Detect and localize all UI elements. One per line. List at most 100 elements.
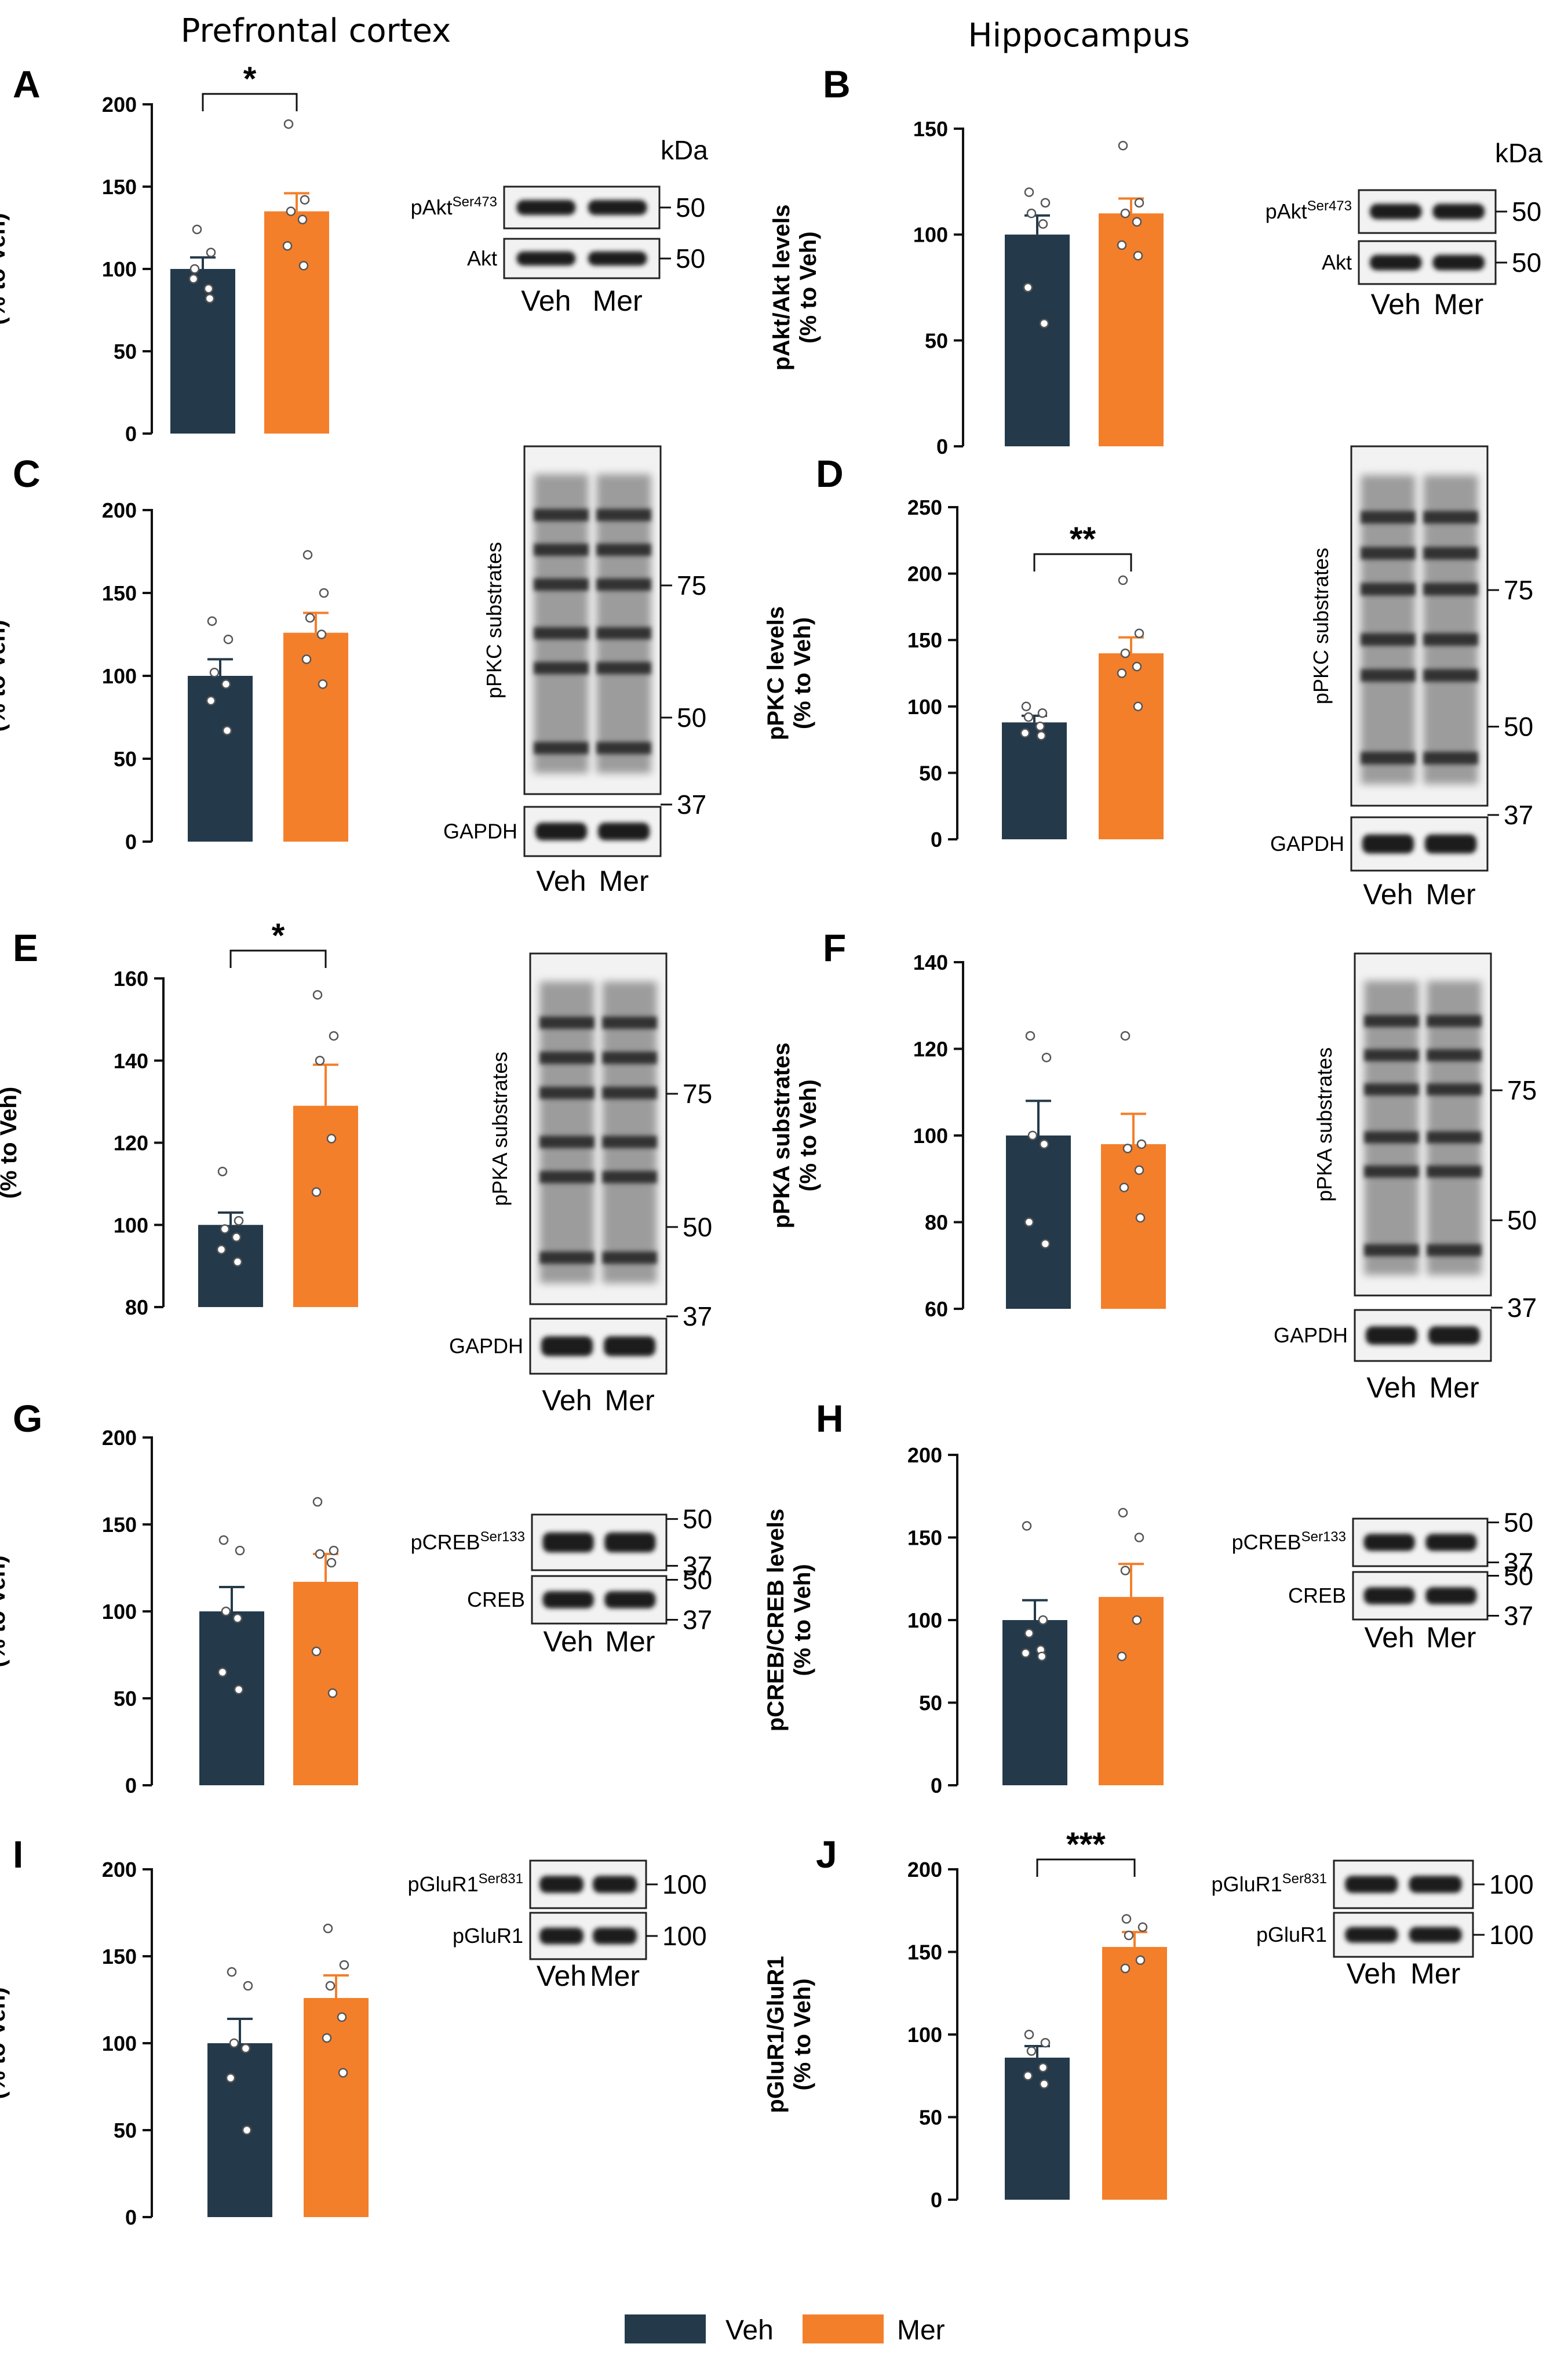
panel-f-point-veh <box>1041 1053 1052 1062</box>
panel-e-point-mer <box>315 1056 325 1065</box>
panel-e-blot-band <box>539 1051 595 1064</box>
panel-j-sig-bracket <box>1036 1858 1136 1877</box>
panel-a-point-veh <box>189 264 200 274</box>
panel-c-blot-marker-label: 50 <box>677 703 706 733</box>
panel-j-ytick-label: 150 <box>907 1941 942 1964</box>
panel-b-blot-marker-label: 50 <box>1512 196 1541 227</box>
panel-a-sig-label: * <box>243 60 257 98</box>
panel-f-blot-label: GAPDH <box>1274 1323 1348 1347</box>
panel-d-blot-band <box>1424 834 1477 854</box>
panel-f-blot-label: pPKA substrates <box>1312 1047 1336 1202</box>
panel-d-blot-band <box>1361 511 1416 524</box>
panel-d-blot-label: pPKC substrates <box>1309 548 1333 704</box>
panel-h-point-veh <box>1024 1628 1034 1639</box>
panel-g-bar-veh <box>199 1611 264 1785</box>
panel-e-ylabel: pPKA substrates(% to Veh) <box>0 1050 21 1236</box>
panel-i-blot-marker-label: 100 <box>662 1869 707 1899</box>
panel-g-point-veh <box>235 1545 245 1556</box>
panel-i-point-veh <box>242 2125 252 2135</box>
panel-e-point-mer <box>311 1187 322 1197</box>
panel-i-letter: I <box>13 1833 23 1876</box>
panel-b-lane-label: Veh <box>1371 288 1421 321</box>
panel-h-blot-row-0 <box>1352 1517 1489 1567</box>
panel-j-letter: J <box>816 1833 837 1876</box>
panel-d-point-veh <box>1035 721 1045 731</box>
panel-f-blot-band <box>1427 1244 1482 1257</box>
panel-g-blot-marker-label: 37 <box>683 1551 712 1581</box>
panel-c-blot-smear <box>534 474 589 773</box>
panel-d-blot-smear <box>1423 475 1478 784</box>
panel-f-blot-row-1 <box>1354 1309 1492 1362</box>
panel-g-point-veh <box>234 1684 244 1695</box>
panel-c-point-veh <box>206 696 216 706</box>
panel-j-bar-mer <box>1102 1946 1167 2200</box>
panel-b-point-mer <box>1117 240 1127 250</box>
panel-h-point-mer <box>1120 1566 1131 1575</box>
panel-b-ytick-label: 150 <box>913 117 948 141</box>
panel-j-point-mer <box>1137 1922 1148 1932</box>
panel-h-bar-mer <box>1099 1597 1164 1785</box>
panel-i-ytick-label: 200 <box>102 1858 137 1881</box>
panel-e-point-mer <box>312 990 323 1000</box>
panel-a-point-mer <box>282 241 293 251</box>
panel-i-blot-label: pGluR1Ser831 <box>408 1871 523 1896</box>
panel-e-blot-marker-label: 50 <box>683 1212 712 1242</box>
panel-d-bar-mer <box>1099 653 1164 839</box>
panel-f-blot-band <box>1427 1015 1482 1027</box>
panel-e-blot-label: pPKA substrates <box>488 1051 512 1206</box>
panel-d-ytick-label: 150 <box>907 628 942 652</box>
panel-a-point-mer <box>298 261 309 271</box>
panel-h-letter: H <box>816 1397 844 1440</box>
panel-c-blot-band <box>534 509 589 521</box>
panel-i-blot-marker-label: 100 <box>662 1921 707 1951</box>
panel-i-point-mer <box>323 1923 333 1934</box>
panel-j-blot-marker-label: 100 <box>1489 1920 1534 1950</box>
panel-c-point-veh <box>207 616 217 626</box>
panel-j-blot-label: pGluR1 <box>1256 1923 1327 1946</box>
panel-d-lane-label: Veh <box>1363 878 1413 911</box>
panel-h-blot-band <box>1425 1534 1477 1551</box>
panel-f-blot-band <box>1428 1326 1481 1345</box>
panel-c-blot-label: pPKC substrates <box>482 542 506 698</box>
panel-e-blot-band <box>602 1051 657 1064</box>
panel-h-ylabel: pCREB/CREB levels(% to Veh) <box>763 1509 815 1732</box>
panel-a-blot-marker-label: 50 <box>676 192 705 223</box>
panel-e-sig-bracket <box>229 949 327 968</box>
panel-a-bar-veh <box>170 269 235 434</box>
panel-c-blot-band <box>596 509 651 521</box>
panel-a-sig-bracket <box>202 93 298 111</box>
panel-f-bar-veh <box>1006 1135 1071 1309</box>
panel-a-point-veh <box>205 293 215 304</box>
panel-h-blot-marker-label: 37 <box>1504 1600 1533 1631</box>
panel-f-blot-band <box>1364 1015 1419 1027</box>
panel-i-bar-mer <box>304 1998 369 2217</box>
panel-a-point-mer <box>283 119 294 129</box>
panel-d-point-veh <box>1037 708 1048 718</box>
panel-d-blot-band <box>1423 669 1478 682</box>
panel-f-point-veh <box>1040 1239 1051 1249</box>
panel-h-blot-label: CREB <box>1288 1584 1346 1607</box>
panel-g-blot-marker-label: 50 <box>683 1565 712 1595</box>
panel-h-blot-band <box>1363 1587 1415 1604</box>
panel-b-ytick-label: 100 <box>913 223 948 247</box>
legend-label-veh: Veh <box>725 2315 774 2346</box>
panel-f-lane-label: Veh <box>1366 1371 1416 1404</box>
panel-h-lane-label: Mer <box>1426 1621 1476 1654</box>
legend-label-mer: Mer <box>897 2315 945 2346</box>
panel-e-blot-marker-label: 37 <box>683 1301 712 1331</box>
panel-d-point-veh <box>1020 728 1030 738</box>
panel-a-kda-label: kDa <box>661 135 708 165</box>
panel-j-point-veh <box>1040 2038 1051 2048</box>
panel-b-point-veh <box>1040 198 1051 208</box>
panel-h-point-veh <box>1020 1648 1031 1658</box>
panel-b-lane-label: Mer <box>1434 288 1483 321</box>
panel-h-point-veh <box>1038 1615 1048 1625</box>
panel-e-ytick-label: 120 <box>114 1131 148 1155</box>
panel-h-blot-marker-label: 50 <box>1504 1508 1533 1538</box>
panel-b-blot-band <box>1432 254 1485 271</box>
panel-f-blot-band <box>1427 1165 1482 1178</box>
panel-d-blot-band <box>1361 752 1416 765</box>
legend: Veh Mer <box>625 2314 945 2346</box>
panel-f-ytick-label: 140 <box>913 951 948 974</box>
panel-f-blot-band <box>1364 1049 1419 1061</box>
